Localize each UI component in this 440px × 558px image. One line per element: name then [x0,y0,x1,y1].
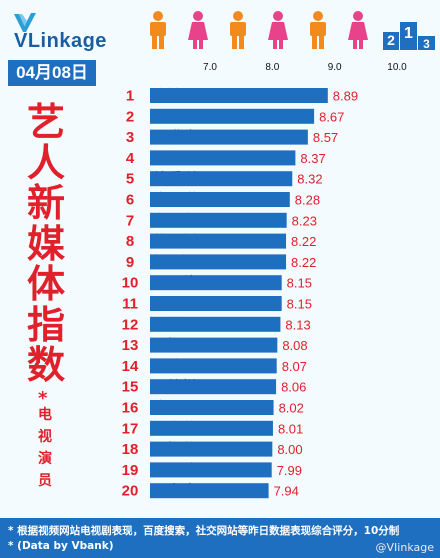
title-char: 媒 [26,221,65,266]
value-label: 8.07 [282,359,307,374]
ranking-bar-chart: 7.08.09.010.01鞠婧祎8.892张艺兴8.673于朦胧8.574郑爽… [122,62,408,500]
page-subtitle: 电 视 演 员 [36,404,54,492]
rank-label: 6 [126,192,134,209]
podium-icon: 2 1 3 [383,22,435,50]
bar [150,337,278,353]
value-label: 8.37 [300,151,325,166]
value-label: 8.28 [295,193,320,208]
value-label: 8.06 [281,380,306,395]
bar [150,420,273,436]
rank-label: 12 [122,316,139,333]
bar [150,254,287,270]
value-label: 8.32 [297,172,322,187]
rank-label: 14 [122,358,139,375]
bar [150,192,290,207]
title-char: 数 [26,343,65,387]
bar [150,233,287,249]
value-label: 8.13 [285,317,310,332]
date-badge: 04月08日 [8,60,96,86]
footer: * 根据视频网站电视剧表现，百度搜索，社交网站等昨日数据表现综合评分，10分制 … [0,518,440,558]
bar [150,129,308,145]
rank-label: 13 [122,337,139,354]
bar [150,379,277,395]
page-title: 艺 人 新 媒 体 指 数 [22,102,70,386]
value-label: 8.22 [291,255,316,270]
bar [150,358,277,374]
bar [150,483,269,499]
value-label: 7.99 [277,463,302,478]
rank-label: 9 [126,254,134,271]
rank-label: 7 [126,212,134,229]
rank-label: 3 [126,129,134,146]
rank-label: 5 [126,171,134,188]
value-label: 8.57 [313,130,338,145]
footer-note: * 根据视频网站电视剧表现，百度搜索，社交网站等昨日数据表现综合评分，10分制 [8,525,400,537]
bar [150,212,287,228]
title-char: 指 [26,302,65,347]
value-label: 8.08 [282,338,307,353]
rank-label: 11 [122,296,138,313]
value-label: 8.15 [287,276,312,291]
person-icon [188,11,208,49]
subtitle-char: 视 [38,429,52,445]
rank-label: 8 [126,233,134,250]
bar [150,108,315,124]
footer-source: * (Data by Vbank) [8,540,114,552]
person-icon [230,11,246,49]
value-label: 8.22 [291,234,316,249]
bar [150,171,293,187]
bar [150,462,272,478]
rank-label: 18 [122,441,139,458]
title-asterisk: * [38,388,48,409]
person-icon [348,11,368,49]
rank-label: 15 [122,379,139,396]
bar [150,441,273,457]
bar [150,150,296,166]
svg-text:1: 1 [404,25,413,42]
value-label: 8.00 [277,442,302,457]
value-label: 8.15 [287,297,312,312]
rank-label: 17 [122,420,139,437]
person-icon [310,11,326,49]
person-icon [150,11,166,49]
rank-label: 20 [122,483,139,500]
value-label: 8.01 [278,421,303,436]
watermark: @VIinkage [375,541,434,554]
rank-label: 10 [122,275,139,292]
bar [150,296,282,311]
person-icon [268,11,288,49]
people-icons [150,11,368,49]
title-char: 体 [26,262,65,306]
x-tick-label: 7.0 [203,62,217,73]
brand-name: VLinkage [14,30,107,52]
value-label: 8.89 [333,89,358,104]
bar [150,275,282,291]
svg-text:3: 3 [423,37,430,50]
rank-label: 19 [122,462,139,479]
x-tick-label: 8.0 [265,62,279,73]
subtitle-char: 演 [38,451,52,467]
value-label: 7.94 [274,484,299,499]
subtitle-char: 电 [38,407,52,423]
vlinkage-logo: VLinkage [8,8,120,52]
value-label: 8.23 [292,213,317,228]
logo-v-icon [14,13,36,32]
title-char: 艺 [26,100,65,144]
value-label: 8.02 [279,401,304,416]
title-char: 人 [26,140,65,185]
rank-label: 16 [122,400,139,417]
rank-label: 2 [126,108,134,125]
x-tick-label: 9.0 [328,62,342,73]
bar [150,316,281,332]
rank-label: 1 [126,88,134,105]
bar [150,88,328,103]
value-label: 8.67 [319,109,344,124]
rank-label: 4 [126,150,135,167]
bar [150,400,274,415]
title-char: 新 [26,181,65,225]
x-tick-label: 10.0 [387,62,407,73]
subtitle-char: 员 [38,473,52,489]
svg-text:2: 2 [387,32,395,48]
